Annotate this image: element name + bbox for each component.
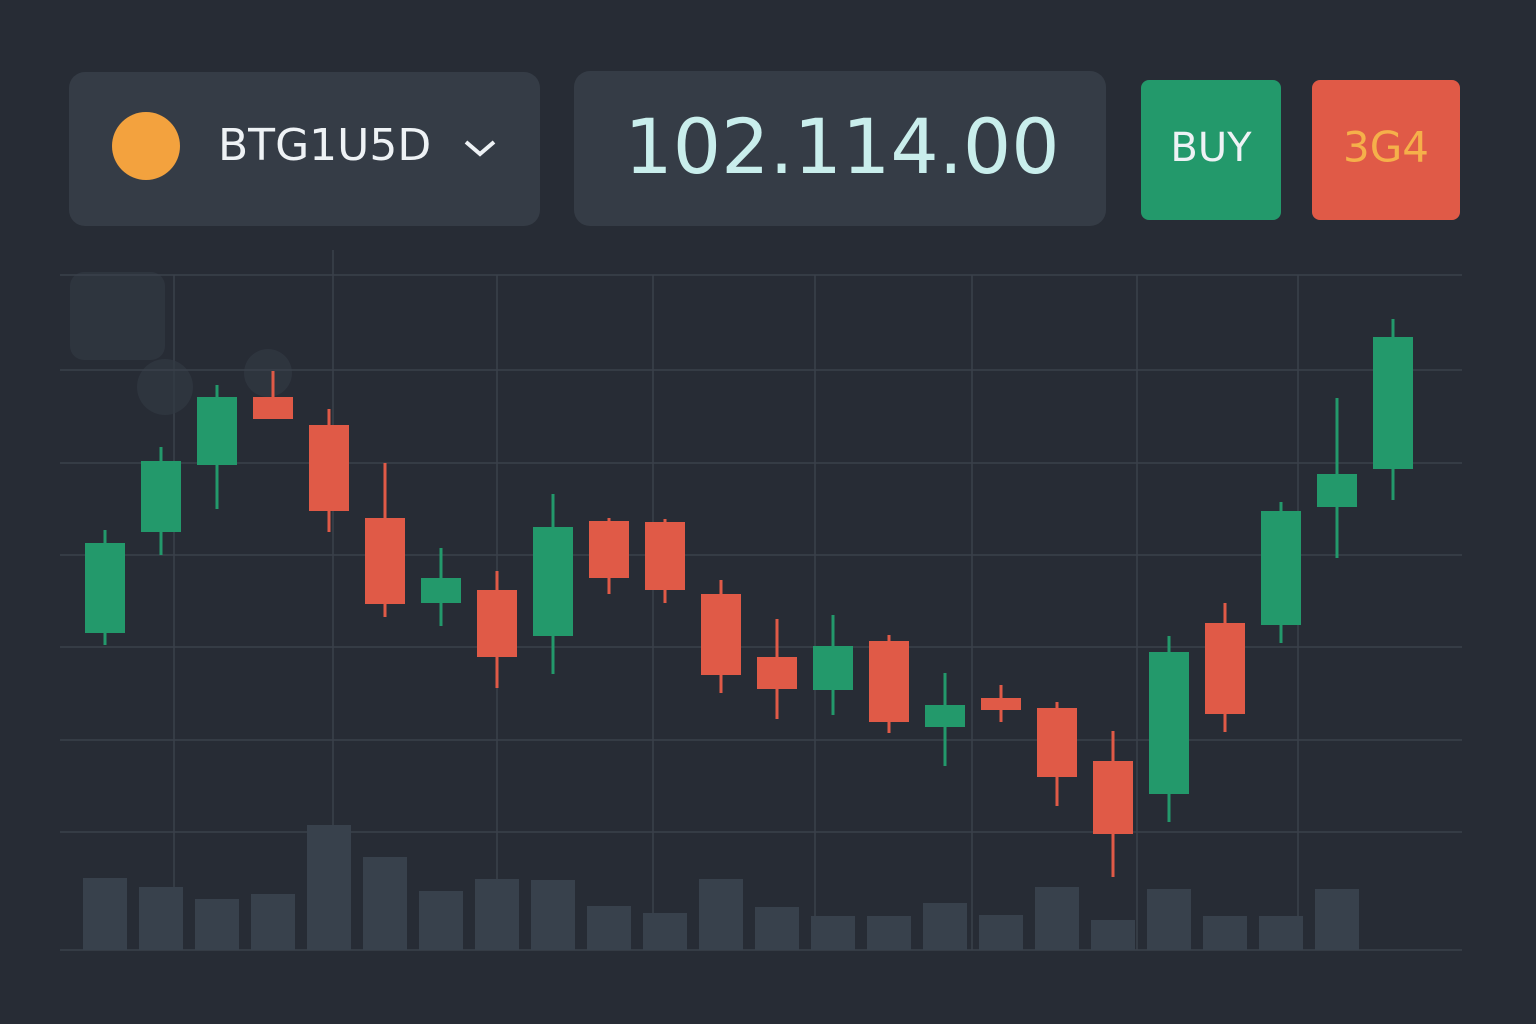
- candle-body: [253, 397, 293, 419]
- candle-body: [1205, 623, 1245, 714]
- volume-bar: [811, 916, 855, 950]
- volume-bar: [1315, 889, 1359, 950]
- volume-bar: [587, 906, 631, 950]
- candle-body: [141, 461, 181, 532]
- coin-icon: [112, 112, 180, 180]
- volume-bar: [419, 891, 463, 950]
- volume-bar: [251, 894, 295, 950]
- candle-body: [1037, 708, 1077, 777]
- volume-bar: [699, 879, 743, 950]
- pair-label: BTG1U5D: [218, 120, 431, 171]
- volume-bar: [195, 899, 239, 950]
- candle-body: [309, 425, 349, 511]
- candle-body: [757, 657, 797, 689]
- buy-button[interactable]: [1141, 80, 1281, 220]
- candle-body: [1373, 337, 1413, 469]
- candle-body: [421, 578, 461, 603]
- candle-body: [477, 590, 517, 657]
- volume-bar: [307, 825, 351, 950]
- candle-body: [85, 543, 125, 633]
- volume-bar: [923, 903, 967, 950]
- candle-body: [1093, 761, 1133, 834]
- candle-body: [1149, 652, 1189, 794]
- candle-body: [1317, 474, 1357, 507]
- sell-button[interactable]: [1312, 80, 1460, 220]
- blurred-placeholder: [137, 359, 193, 415]
- candle-body: [365, 518, 405, 604]
- candle-body: [589, 521, 629, 578]
- volume-bar: [979, 915, 1023, 950]
- volume-bar: [83, 878, 127, 950]
- candle-body: [197, 397, 237, 465]
- sell-label: 3G4: [1343, 123, 1429, 172]
- blurred-placeholder: [70, 272, 165, 360]
- volume-bar: [475, 879, 519, 950]
- price: 102.114.00: [624, 102, 1059, 191]
- volume-bar: [867, 916, 911, 950]
- candle-body: [701, 594, 741, 675]
- price-panel: [574, 71, 1106, 226]
- volume-bar: [643, 913, 687, 950]
- volume-bar: [1147, 889, 1191, 950]
- volume-bar: [531, 880, 575, 950]
- pair-selector[interactable]: [69, 72, 540, 226]
- candle-body: [645, 522, 685, 590]
- volume-bar: [363, 857, 407, 950]
- candle-body: [981, 698, 1021, 710]
- volume-bar: [1035, 887, 1079, 950]
- candle-body: [869, 641, 909, 722]
- candle-body: [1261, 511, 1301, 625]
- volume-bar: [1203, 916, 1247, 950]
- candle-body: [533, 527, 573, 636]
- volume-bar: [1259, 916, 1303, 950]
- buy-label: BUY: [1170, 125, 1252, 171]
- candle-body: [813, 646, 853, 690]
- volume-bar: [139, 887, 183, 950]
- volume-bar: [1091, 920, 1135, 950]
- candle-body: [925, 705, 965, 727]
- volume-bar: [755, 907, 799, 950]
- dropdown-chevron: [464, 140, 496, 157]
- blurred-placeholder: [244, 349, 292, 397]
